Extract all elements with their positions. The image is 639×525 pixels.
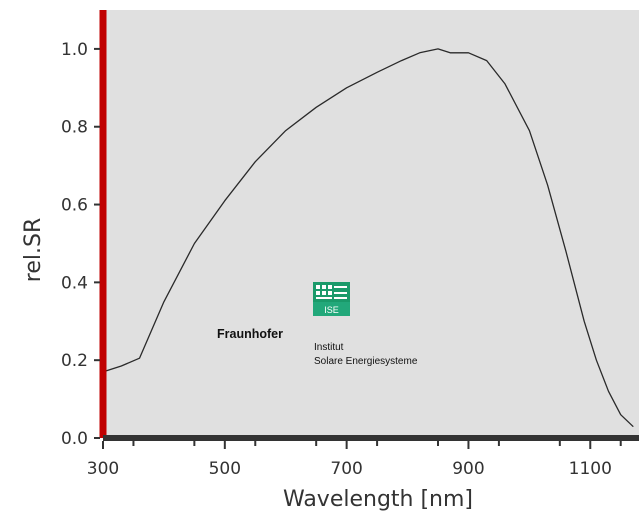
series-line-0	[102, 48, 634, 427]
y-tick-label: 0.0	[61, 429, 88, 449]
y-tick-label: 0.4	[61, 273, 88, 293]
plot-area	[103, 10, 639, 438]
x-axis-title: Wavelength [nm]	[283, 487, 473, 512]
x-tick-label: 1100	[569, 459, 612, 479]
y-tick-label: 1.0	[61, 40, 88, 60]
logo-line-2: Solare Energiesysteme	[314, 356, 418, 367]
x-tick-label: 900	[452, 459, 484, 479]
logo-line-1: Institut	[314, 342, 344, 353]
y-tick-label: 0.8	[61, 118, 88, 138]
x-tick-label: 700	[330, 459, 362, 479]
logo-badge: ISE	[324, 305, 339, 315]
fraunhofer-ise-logo: ISE Fraunhofer Institut Solare Energiesy…	[217, 282, 418, 367]
ise-emblem-icon: ISE	[313, 282, 350, 316]
y-tick-label: 0.2	[61, 351, 88, 371]
x-tick-label: 300	[87, 459, 119, 479]
logo-brand: Fraunhofer	[217, 327, 283, 341]
y-axis-title: rel.SR	[21, 218, 46, 282]
y-tick-label: 0.6	[61, 196, 88, 216]
x-tick-label: 500	[209, 459, 241, 479]
